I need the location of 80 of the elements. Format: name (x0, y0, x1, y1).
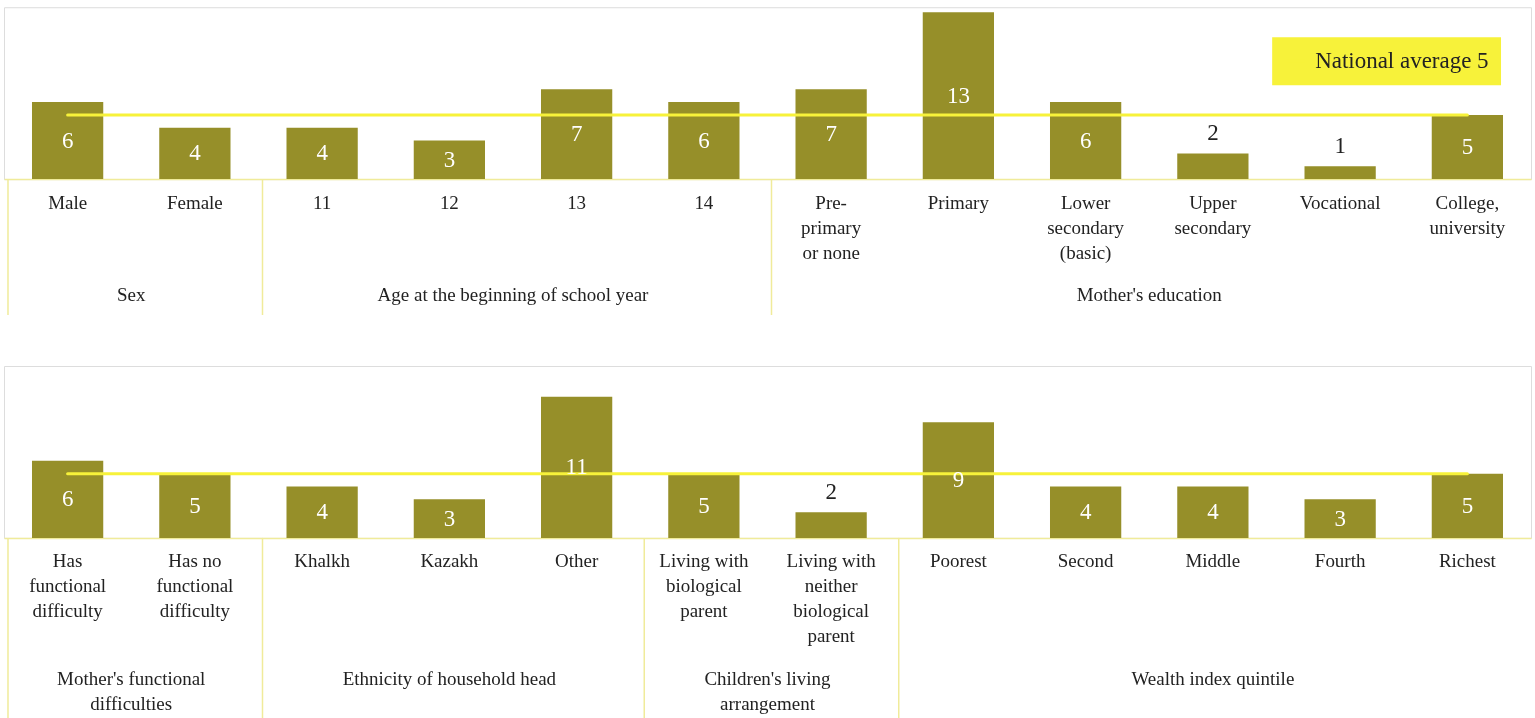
x-tick-label: Khalkh (294, 550, 351, 572)
bar (1177, 486, 1249, 538)
bar (1050, 486, 1122, 538)
x-tick-label: Living with neither biological parent (786, 550, 877, 647)
data-label: 6 (1079, 127, 1092, 153)
x-tick-label: Lower secondary (basic) (1047, 191, 1125, 264)
bar (159, 473, 231, 538)
data-label: 4 (1079, 499, 1092, 525)
x-tick-label: Kazakh (420, 550, 479, 572)
x-tick-label: 11 (312, 191, 332, 213)
x-tick-label: College, university (1429, 191, 1506, 238)
data-label: 5 (1461, 134, 1474, 160)
data-label: 4 (1207, 499, 1220, 525)
x-tick-label: Male (48, 191, 88, 213)
bar (1431, 473, 1504, 538)
bar (668, 102, 740, 180)
data-label: 3 (443, 146, 456, 172)
x-tick-label: Fourth (1314, 550, 1366, 572)
x-tick-label: Living with biological parent (659, 550, 749, 622)
data-label: 7 (825, 121, 837, 147)
data-label: 4 (189, 140, 202, 166)
text: Ethnicity of household head (342, 667, 557, 689)
bar (795, 512, 867, 538)
data-label: 2 (825, 479, 837, 505)
text: Children's living arrangement (704, 667, 832, 714)
x-tick-label: 12 (439, 191, 459, 213)
data-label: 6 (698, 127, 710, 153)
bar (286, 127, 358, 180)
bar (795, 89, 867, 180)
x-tick-label: 14 (694, 191, 714, 213)
x-tick-label: 13 (567, 191, 587, 213)
x-tick-label: Other (555, 550, 599, 572)
bar (159, 127, 231, 180)
data-label: 9 (952, 467, 965, 493)
data-label: 2 (1207, 120, 1219, 146)
data-label: 3 (443, 505, 456, 531)
data-label: 1 (1334, 133, 1346, 159)
text: Sex (117, 284, 146, 306)
data-label: 4 (316, 140, 329, 166)
x-tick-label: Second (1057, 550, 1115, 572)
x-tick-label: Has no functional difficulty (156, 550, 234, 622)
data-label: 3 (1334, 505, 1346, 531)
text: Mother's education (1076, 284, 1223, 306)
bar (1177, 153, 1249, 180)
data-label: 5 (189, 492, 201, 518)
x-tick-label: Pre- primary or none (801, 191, 862, 263)
bar (1050, 102, 1122, 180)
data-label: 4 (316, 499, 329, 525)
data-label: 11 (565, 454, 588, 480)
x-tick-label: Primary (927, 191, 990, 213)
bar (668, 473, 740, 538)
x-tick-label: Richest (1438, 550, 1497, 572)
data-label: 6 (61, 127, 74, 153)
data-label: 6 (61, 486, 74, 512)
bar (922, 12, 995, 180)
ref-line-label: National average 5 (1315, 47, 1489, 73)
bar (1431, 114, 1504, 180)
x-tick-label: Middle (1185, 550, 1241, 572)
text: Age at the beginning of school year (377, 284, 650, 306)
bar (31, 460, 104, 538)
data-label: 5 (1461, 492, 1474, 518)
bar (31, 102, 104, 180)
data-label: 5 (698, 492, 710, 518)
text: Wealth index quintile (1131, 667, 1295, 689)
x-tick-label: Poorest (929, 550, 988, 572)
text: Mother's functional difficulties (57, 667, 206, 714)
x-tick-label: Has functional difficulty (29, 550, 107, 622)
bar (540, 89, 613, 180)
data-label: 7 (570, 121, 583, 147)
x-tick-label: Female (166, 191, 223, 213)
bar (413, 499, 485, 538)
x-tick-label: Vocational (1299, 191, 1381, 213)
bar (540, 396, 613, 538)
bar (286, 486, 358, 538)
bar (922, 422, 995, 538)
bar (413, 140, 485, 180)
data-label: 13 (946, 82, 970, 108)
bar (1304, 499, 1376, 538)
x-tick-label: Upper secondary (1174, 191, 1252, 238)
bar (1304, 166, 1376, 180)
